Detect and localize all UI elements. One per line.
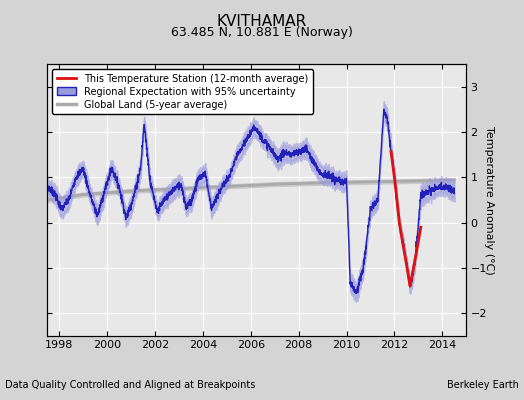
Y-axis label: Temperature Anomaly (°C): Temperature Anomaly (°C) [484,126,494,274]
Text: Berkeley Earth: Berkeley Earth [447,380,519,390]
Text: KVITHAMAR: KVITHAMAR [217,14,307,29]
Text: 63.485 N, 10.881 E (Norway): 63.485 N, 10.881 E (Norway) [171,26,353,39]
Text: Data Quality Controlled and Aligned at Breakpoints: Data Quality Controlled and Aligned at B… [5,380,256,390]
